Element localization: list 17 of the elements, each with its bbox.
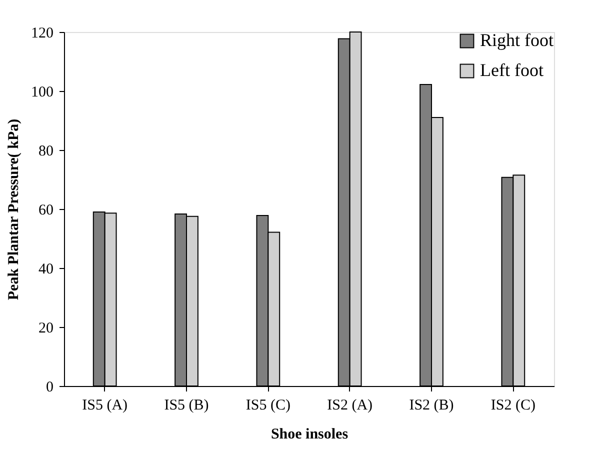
y-tick-label: 60: [38, 202, 54, 218]
x-tick-label: IS2 (A): [327, 398, 373, 414]
x-tick-label: IS2 (B): [409, 398, 454, 414]
x-tick-label: IS5 (C): [246, 398, 290, 414]
x-tick-label: IS2 (C): [490, 398, 536, 414]
y-axis-title: Peak Plantar Pressure( kPa): [6, 118, 22, 300]
y-tick-label: 20: [38, 320, 54, 336]
y-tick-label: 40: [38, 262, 54, 278]
y-tick-label: 120: [31, 26, 54, 42]
y-tick-label: 80: [38, 144, 54, 160]
legend-label: Right foot: [480, 30, 554, 50]
legend-label: Left foot: [480, 60, 544, 80]
y-tick-label: 100: [31, 84, 54, 100]
y-tick-label: 0: [46, 380, 54, 396]
x-axis-title: Shoe insoles: [270, 426, 348, 442]
x-tick-label: IS5 (B): [164, 398, 209, 414]
x-tick-label: IS5 (A): [82, 398, 128, 414]
